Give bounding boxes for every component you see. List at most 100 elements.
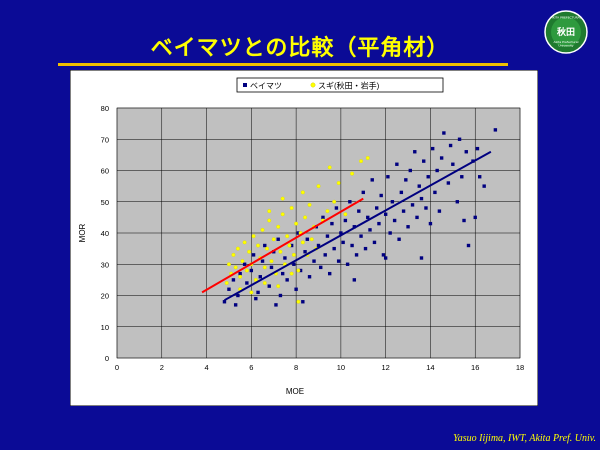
bm-point: [451, 162, 455, 166]
sugi-point: [276, 224, 281, 229]
bm-point: [292, 262, 296, 266]
bm-point: [475, 146, 480, 151]
bm-point: [366, 215, 370, 220]
logo-subtext-1: Akita Prefectural: [554, 40, 579, 44]
bm-point: [319, 265, 323, 270]
bm-point: [417, 184, 421, 188]
bm-point: [435, 168, 439, 173]
bm-point: [399, 190, 404, 195]
bm-point: [238, 271, 242, 276]
x-tick-label: 18: [516, 363, 524, 372]
legend-marker-sugi: [310, 82, 316, 88]
bm-point: [305, 237, 310, 241]
y-tick-label: 70: [101, 135, 109, 144]
bm-point: [381, 253, 386, 257]
bm-point: [379, 193, 383, 198]
logo-arc-text: AKITA PREFECTURAL: [551, 16, 582, 20]
sugi-point: [226, 262, 231, 267]
sugi-point: [235, 246, 240, 251]
bm-point: [301, 300, 305, 304]
bm-point: [296, 231, 301, 235]
bm-point: [375, 206, 379, 210]
bm-point: [236, 293, 240, 298]
bm-point: [256, 290, 260, 295]
sugi-point: [327, 165, 332, 170]
sugi-point: [300, 240, 305, 245]
bm-point: [312, 259, 316, 263]
bm-point: [390, 200, 395, 204]
sugi-point: [303, 215, 308, 220]
bm-point: [419, 196, 424, 201]
bm-point: [430, 146, 435, 151]
bm-point: [462, 218, 466, 223]
bm-point: [388, 231, 392, 235]
sugi-point: [287, 243, 292, 248]
bm-point: [354, 253, 359, 257]
logo-subtext-2: University: [558, 44, 573, 48]
y-axis-label: MOR: [78, 223, 87, 242]
y-tick-label: 10: [101, 323, 109, 332]
sugi-point: [262, 281, 267, 285]
bm-point: [249, 268, 254, 273]
bm-point: [372, 240, 377, 245]
bm-point: [419, 256, 424, 260]
sugi-point: [249, 290, 254, 295]
bm-point: [307, 275, 312, 279]
bm-point: [343, 218, 348, 223]
legend: ベイマツ スギ(秋田・岩手): [236, 77, 444, 93]
bm-point: [448, 143, 453, 148]
bm-point: [231, 278, 236, 282]
sugi-point: [240, 259, 245, 264]
x-tick-label: 8: [294, 363, 298, 372]
sugi-point: [289, 206, 294, 210]
sugi-point: [280, 196, 285, 201]
sugi-point: [247, 249, 252, 254]
bm-point: [334, 206, 339, 210]
bm-point: [482, 184, 486, 188]
legend-box: [236, 77, 444, 93]
bm-point: [466, 243, 471, 248]
bm-point: [336, 259, 341, 263]
x-axis-label: MOE: [286, 387, 304, 396]
bm-point: [283, 256, 287, 260]
sugi-point: [316, 184, 321, 189]
bm-point: [464, 150, 468, 154]
bm-point: [460, 175, 464, 179]
sugi-point: [291, 252, 296, 257]
sugi-point: [300, 190, 305, 195]
x-tick-label: 2: [160, 363, 164, 372]
sugi-point: [289, 271, 294, 276]
x-tick-label: 14: [426, 363, 434, 372]
title-underline: [58, 63, 508, 66]
bm-point: [278, 293, 283, 298]
sugi-point: [343, 212, 348, 217]
sugi-trendline: [201, 197, 364, 294]
sugi-point: [296, 299, 301, 304]
bm-point: [242, 262, 247, 266]
bm-point: [251, 253, 256, 257]
bm-point: [395, 162, 399, 166]
sugi-point: [359, 159, 363, 164]
y-tick-label: 60: [101, 167, 109, 176]
bm-point: [348, 200, 352, 204]
sugi-point: [294, 221, 299, 226]
bm-point: [245, 281, 249, 285]
x-tick-label: 10: [337, 363, 345, 372]
bm-point: [408, 168, 412, 173]
sugi-point: [296, 268, 301, 273]
sugi-point: [332, 199, 337, 204]
bm-point: [325, 234, 330, 238]
bm-point: [406, 225, 410, 229]
bm-point: [455, 200, 460, 204]
bm-point: [233, 303, 238, 307]
sugi-point: [233, 265, 238, 270]
bm-point: [383, 256, 388, 260]
bm-point: [404, 178, 408, 182]
sugi-point: [307, 202, 312, 207]
sugi-point: [309, 237, 314, 242]
bm-point: [327, 271, 332, 276]
bm-point: [413, 150, 417, 154]
sugi-point: [336, 181, 341, 185]
x-tick-labels: 0 2 4 6 8 10 12 14 16 18: [115, 363, 524, 372]
bm-point: [323, 253, 327, 257]
